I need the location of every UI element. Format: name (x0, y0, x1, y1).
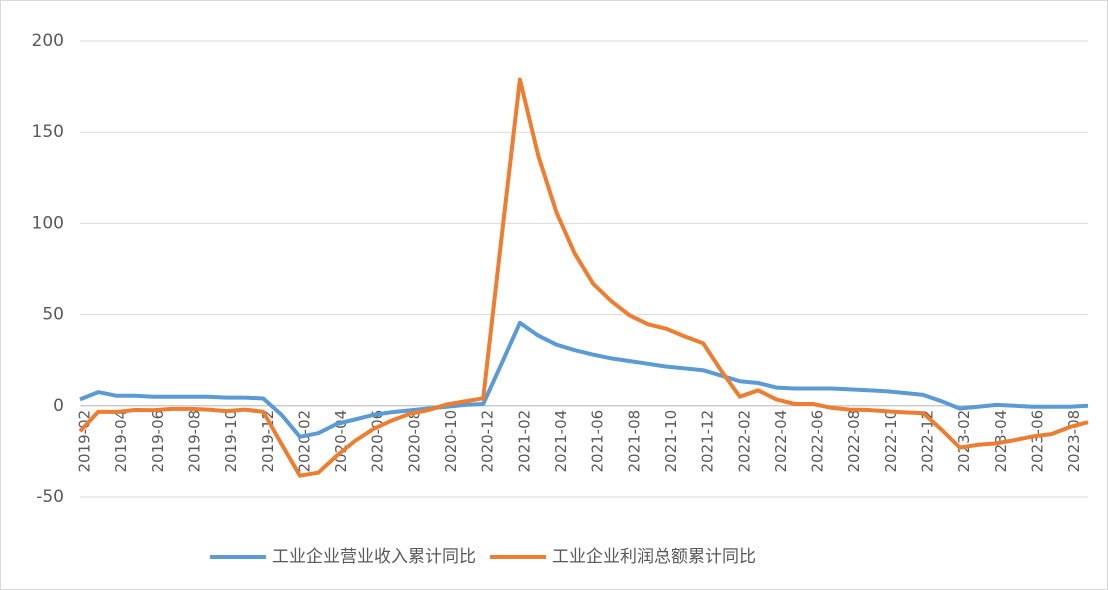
x-tick-label: 2021-04 (552, 410, 570, 473)
legend-label: 工业企业利润总额累计同比 (552, 547, 756, 567)
y-tick-label: 150 (32, 122, 64, 142)
x-tick-label: 2020-04 (332, 410, 350, 473)
x-tick-label: 2021-02 (515, 410, 533, 473)
x-tick-label: 2020-12 (479, 410, 497, 473)
y-tick-label: -50 (36, 487, 64, 507)
x-tick-label: 2021-06 (589, 410, 607, 473)
x-tick-label: 2022-06 (809, 410, 827, 473)
legend-label: 工业企业营业收入累计同比 (272, 547, 476, 567)
x-tick-label: 2022-12 (919, 410, 937, 473)
x-tick-label: 2021-08 (625, 410, 643, 473)
y-tick-label: 50 (42, 305, 64, 325)
x-tick-label: 2019-10 (222, 410, 240, 473)
series-line (78, 77, 1089, 478)
x-tick-label: 2019-02 (76, 410, 94, 473)
x-tick-label: 2021-12 (699, 410, 717, 473)
x-tick-label: 2020-06 (369, 410, 387, 473)
y-tick-label: 200 (32, 31, 64, 51)
x-tick-label: 2022-10 (882, 410, 900, 473)
series-line (79, 320, 1089, 439)
x-tick-label: 2023-08 (1065, 410, 1083, 473)
x-tick-label: 2019-04 (112, 410, 130, 473)
x-tick-label: 2020-02 (295, 410, 313, 473)
y-tick-label: 100 (32, 213, 64, 233)
x-tick-label: 2022-08 (845, 410, 863, 473)
x-tick-label: 2020-08 (405, 410, 423, 473)
y-tick-label: 0 (53, 396, 64, 416)
x-tick-label: 2019-06 (149, 410, 167, 473)
legend: 工业企业营业收入累计同比 工业企业利润总额累计同比 (210, 547, 756, 567)
x-tick-label: 2022-04 (772, 410, 790, 473)
x-tick-label: 2023-06 (1029, 410, 1047, 473)
x-tick-label: 2021-10 (662, 410, 680, 473)
x-tick-label: 2019-08 (185, 410, 203, 473)
x-tick-label: 2022-02 (735, 410, 753, 473)
x-tick-label: 2020-10 (442, 410, 460, 473)
x-tick-label: 2023-02 (955, 410, 973, 473)
